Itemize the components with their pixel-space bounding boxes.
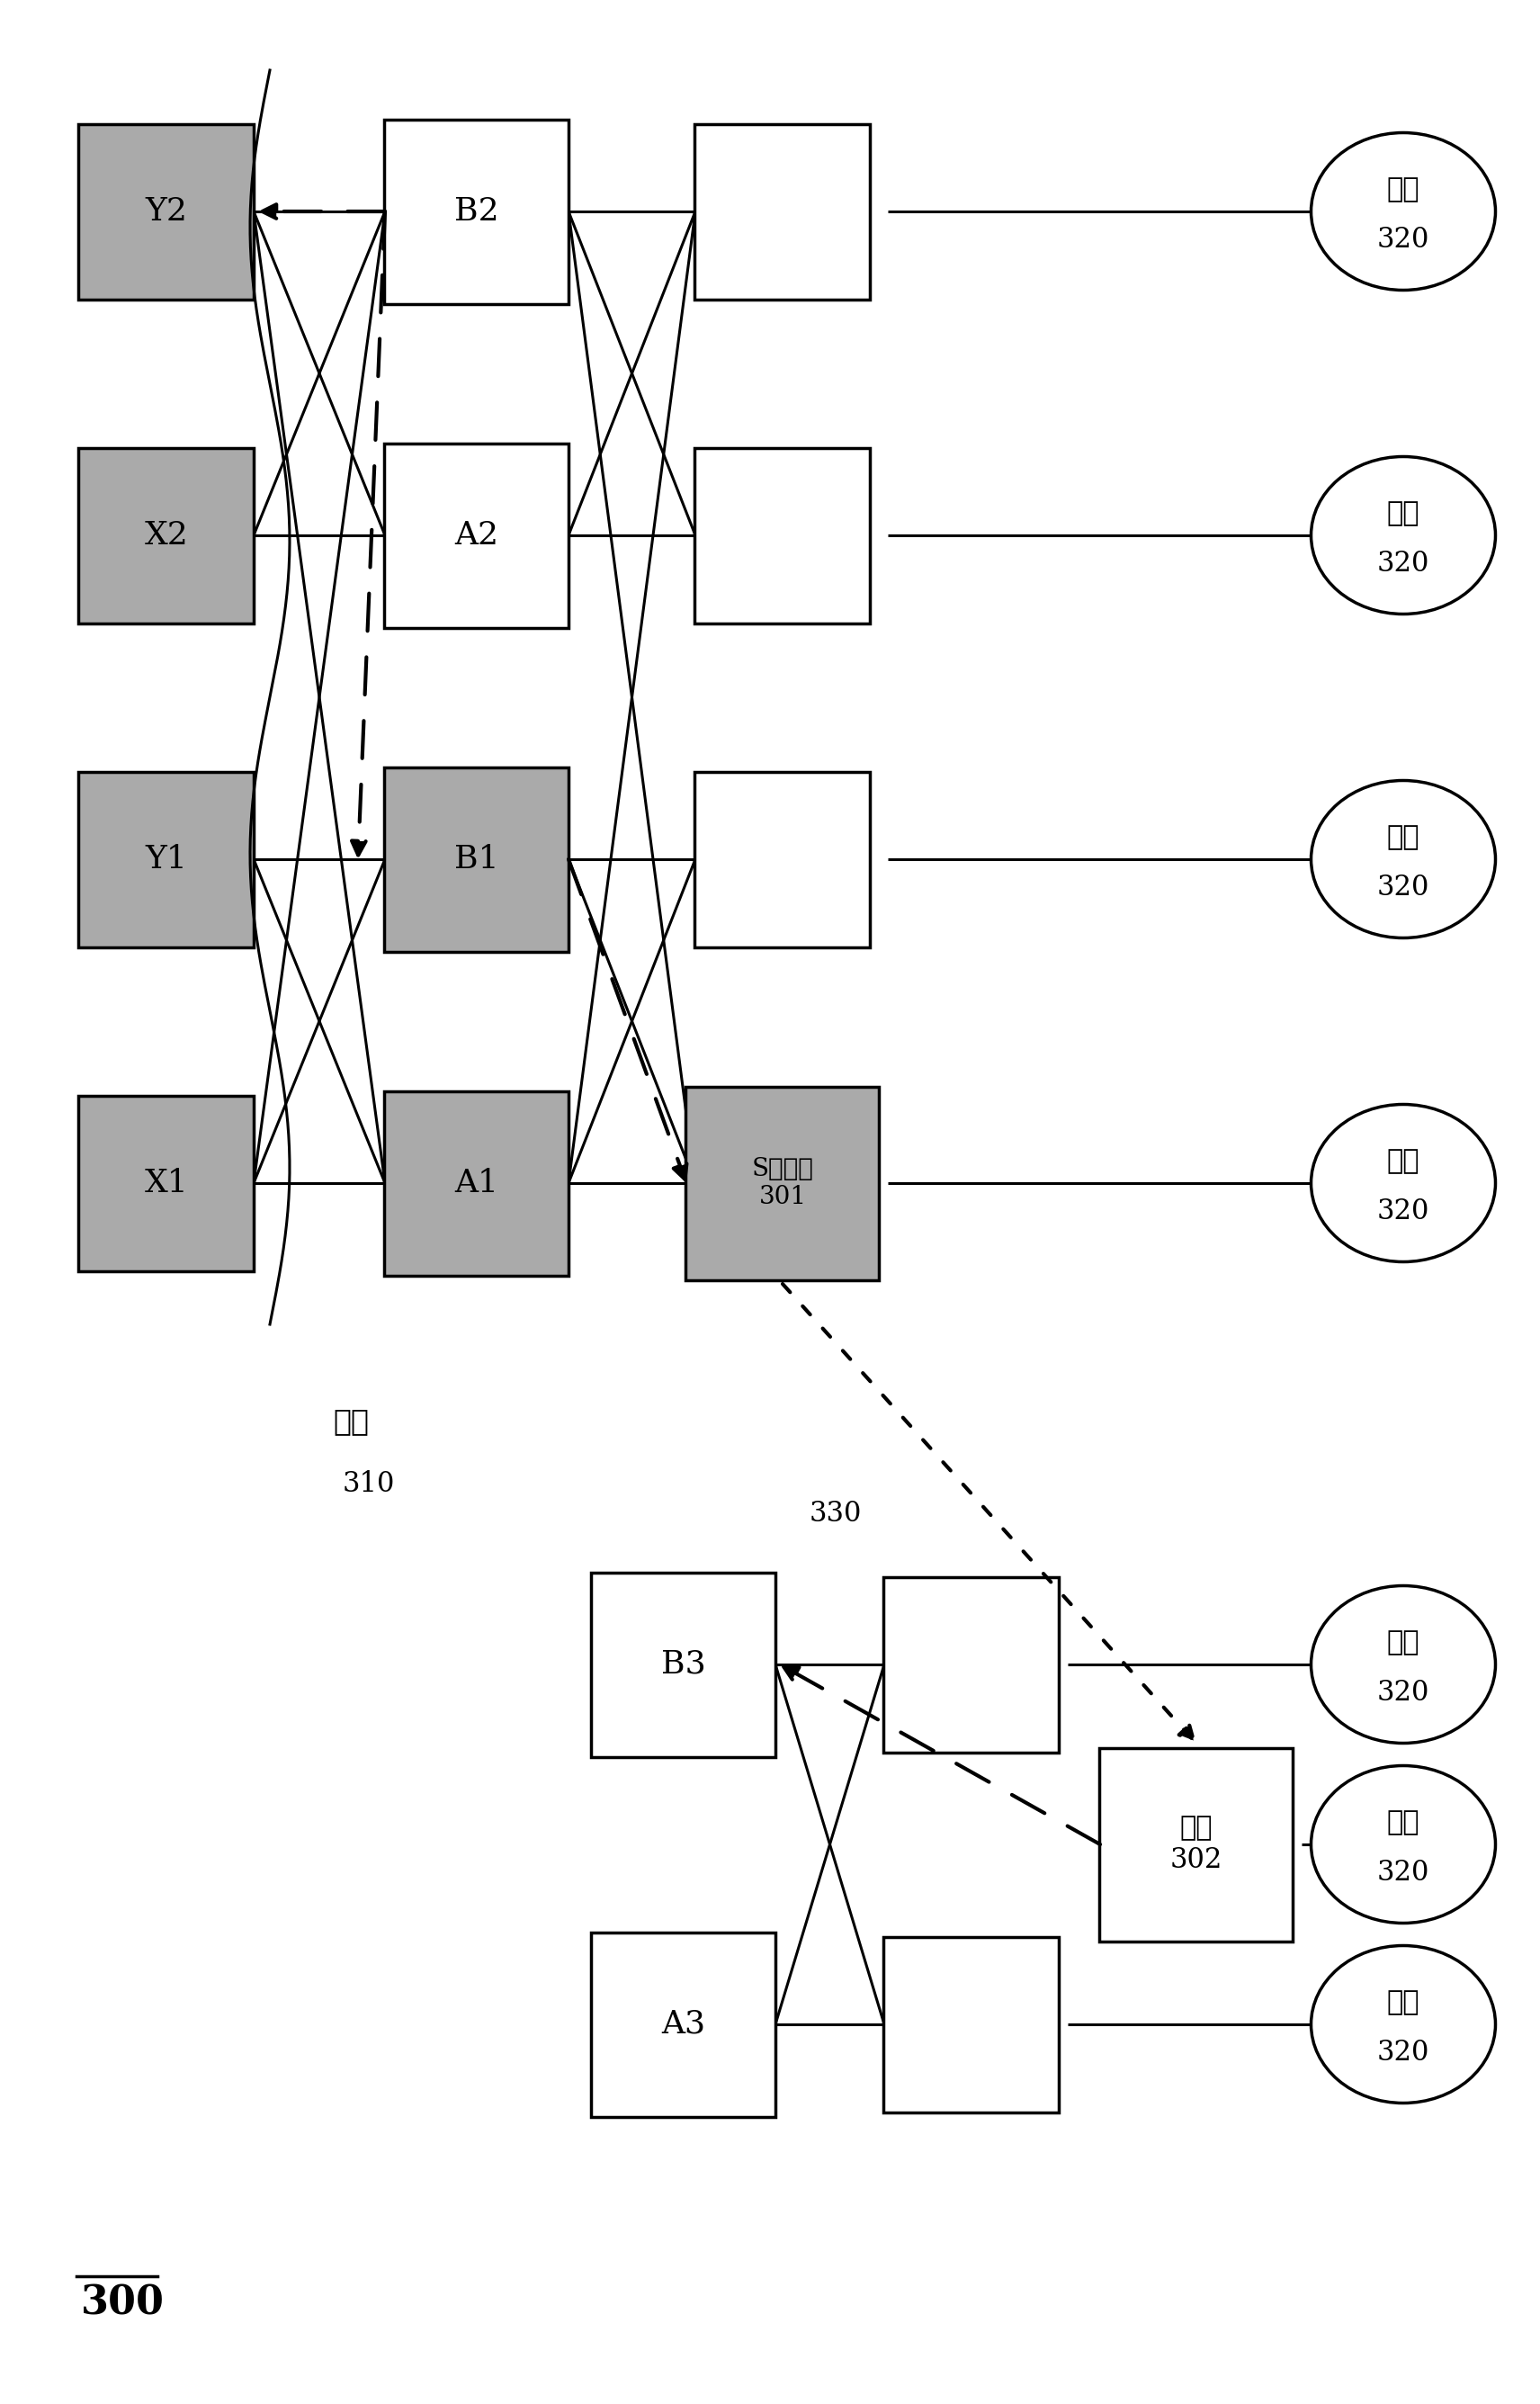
Text: 兄弟
302: 兄弟 302 bbox=[1170, 1815, 1223, 1875]
Text: 310: 310 bbox=[342, 1471, 396, 1498]
Text: B1: B1 bbox=[454, 844, 499, 875]
Text: 320: 320 bbox=[1377, 551, 1429, 577]
Text: X1: X1 bbox=[145, 1168, 188, 1200]
Bar bbox=[79, 772, 254, 947]
Bar bbox=[884, 1577, 1060, 1753]
Ellipse shape bbox=[1311, 132, 1495, 291]
Text: 节点: 节点 bbox=[1388, 1988, 1420, 2017]
Text: 节点: 节点 bbox=[1388, 1147, 1420, 1176]
Bar bbox=[385, 442, 568, 627]
Text: 320: 320 bbox=[1377, 1858, 1429, 1887]
Text: 节点: 节点 bbox=[1388, 822, 1420, 851]
Text: 节点: 节点 bbox=[1388, 1628, 1420, 1656]
Text: S集线器
301: S集线器 301 bbox=[752, 1156, 813, 1209]
Bar bbox=[591, 1933, 776, 2116]
Text: Y2: Y2 bbox=[145, 197, 188, 226]
Ellipse shape bbox=[1311, 1765, 1495, 1923]
Text: 节点: 节点 bbox=[1388, 175, 1420, 204]
Bar bbox=[385, 767, 568, 952]
Ellipse shape bbox=[1311, 781, 1495, 938]
Bar bbox=[884, 1938, 1060, 2113]
Bar bbox=[385, 1091, 568, 1277]
Text: 节点: 节点 bbox=[1388, 500, 1420, 526]
Bar bbox=[79, 447, 254, 623]
Text: 节点: 节点 bbox=[1388, 1808, 1420, 1837]
Text: 330: 330 bbox=[810, 1500, 862, 1527]
Bar bbox=[591, 1572, 776, 1757]
Text: 320: 320 bbox=[1377, 1197, 1429, 1226]
Ellipse shape bbox=[1311, 1103, 1495, 1262]
Bar bbox=[79, 1096, 254, 1272]
Bar bbox=[79, 123, 254, 298]
Text: 子树: 子树 bbox=[333, 1406, 368, 1435]
Text: 320: 320 bbox=[1377, 873, 1429, 902]
Text: 320: 320 bbox=[1377, 2039, 1429, 2067]
Bar bbox=[695, 772, 870, 947]
Text: 320: 320 bbox=[1377, 1678, 1429, 1707]
Text: B3: B3 bbox=[661, 1649, 705, 1680]
Bar bbox=[685, 1087, 879, 1279]
Text: 320: 320 bbox=[1377, 226, 1429, 255]
Bar bbox=[1100, 1748, 1294, 1940]
Text: X2: X2 bbox=[145, 519, 188, 551]
Ellipse shape bbox=[1311, 1587, 1495, 1743]
Text: Y1: Y1 bbox=[145, 844, 188, 875]
Ellipse shape bbox=[1311, 457, 1495, 613]
Ellipse shape bbox=[1311, 1945, 1495, 2104]
Bar bbox=[385, 120, 568, 303]
Text: A3: A3 bbox=[662, 2010, 705, 2039]
Text: B2: B2 bbox=[454, 197, 499, 226]
Text: A1: A1 bbox=[454, 1168, 499, 1200]
Text: 300: 300 bbox=[82, 2284, 165, 2322]
Text: A2: A2 bbox=[454, 519, 499, 551]
Bar bbox=[695, 123, 870, 298]
Bar bbox=[695, 447, 870, 623]
